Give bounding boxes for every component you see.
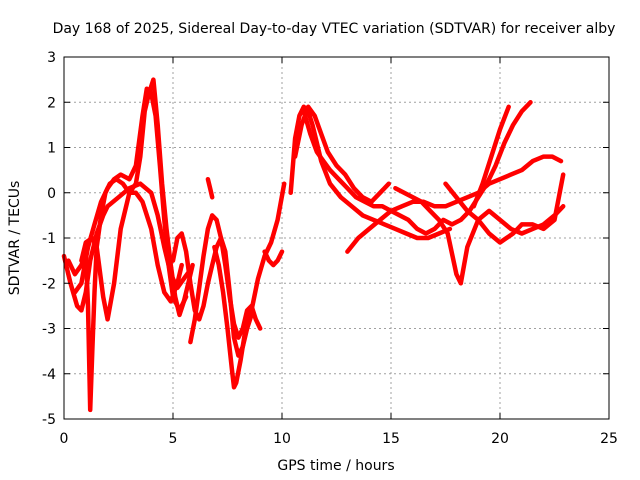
x-tick-label: 15 — [382, 431, 400, 447]
chart-title: Day 168 of 2025, Sidereal Day-to-day VTE… — [53, 21, 616, 37]
y-tick-label: 2 — [47, 95, 56, 111]
series-sat-j — [288, 104, 453, 241]
series-sat-o — [443, 172, 566, 245]
y-tick-label: 1 — [47, 141, 56, 157]
series-sat-p — [471, 104, 511, 209]
x-axis-label: GPS time / hours — [277, 458, 394, 474]
y-tick-label: -5 — [42, 412, 56, 428]
x-tick-label: 20 — [491, 431, 509, 447]
series-sat-c — [72, 86, 189, 313]
y-tick-label: -1 — [42, 231, 56, 247]
series-sat-l — [301, 100, 533, 236]
series-sat-f — [170, 231, 254, 358]
series-sat-k — [292, 104, 392, 205]
y-tick-label: -2 — [42, 276, 56, 292]
series-sat-g — [212, 181, 287, 390]
x-tick-label: 25 — [600, 431, 618, 447]
data-series — [61, 77, 566, 413]
y-tick-label: -4 — [42, 367, 56, 383]
series-sat-h — [205, 176, 215, 200]
y-tick-label: -3 — [42, 322, 56, 338]
x-tick-label: 5 — [169, 431, 178, 447]
axis-ticks: 0 5 10 15 20 25 -5 -4 -3 -2 -1 0 1 2 3 — [42, 50, 618, 447]
series-sat-n — [393, 185, 566, 286]
series-sat-d — [79, 77, 195, 322]
y-axis-label: SDTVAR / TECUs — [7, 181, 23, 296]
series-sat-m — [345, 154, 564, 254]
y-tick-label: 0 — [47, 186, 56, 202]
x-tick-label: 10 — [273, 431, 291, 447]
x-tick-label: 0 — [60, 431, 69, 447]
series-sat-i — [262, 249, 285, 268]
y-tick-label: 3 — [47, 50, 56, 66]
